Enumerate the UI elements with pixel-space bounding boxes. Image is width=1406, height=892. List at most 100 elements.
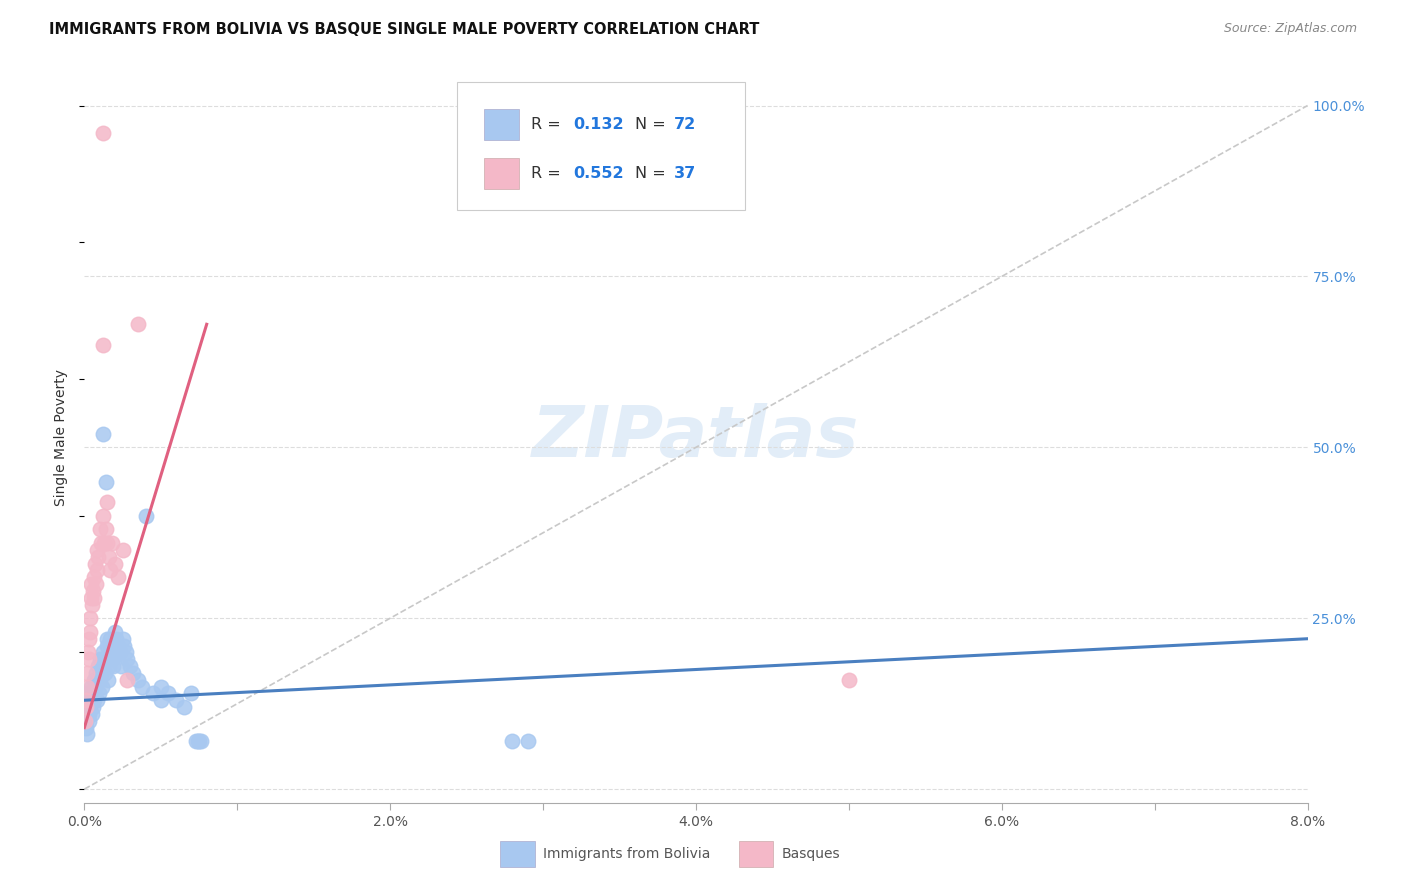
Text: R =: R = [531,166,565,181]
Point [89,652,111,666]
Point [97,659,120,673]
Point [77,706,100,721]
Point [80,577,103,591]
Point [135,508,157,523]
Point [91,508,114,523]
Point [127,673,149,687]
Point [75,721,97,735]
Point [120,659,142,673]
Point [115,673,138,687]
Point [142,686,165,700]
Point [122,665,145,680]
Point [96,495,118,509]
Point [80,686,103,700]
Point [82,583,104,598]
Point [93,126,115,140]
Point [83,570,105,584]
Point [90,536,112,550]
Point [165,693,187,707]
FancyBboxPatch shape [457,82,745,211]
Point [75,693,97,707]
Point [93,652,115,666]
Point [90,665,112,680]
Point [82,700,104,714]
Point [86,693,108,707]
Point [80,598,103,612]
Point [101,659,124,673]
Point [75,714,97,728]
Text: 0.132: 0.132 [574,117,624,132]
Point [79,700,101,714]
Point [112,639,135,653]
Point [115,652,138,666]
Point [79,624,101,639]
Point [77,645,100,659]
Point [94,522,117,536]
Point [77,632,100,646]
Point [82,706,104,721]
Point [107,639,129,653]
Y-axis label: Single Male Poverty: Single Male Poverty [55,368,69,506]
Point [84,577,107,591]
Point [76,700,98,714]
Point [101,536,124,550]
Point [77,714,100,728]
Point [96,639,118,653]
Point [87,659,110,673]
Point [91,426,114,441]
Point [186,734,208,748]
Point [77,652,100,666]
Point [83,591,105,605]
FancyBboxPatch shape [484,159,519,189]
Text: 72: 72 [673,117,696,132]
Point [86,542,108,557]
Point [80,693,103,707]
Point [83,673,105,687]
Point [127,318,149,332]
Point [101,652,124,666]
Point [104,557,127,571]
Point [76,727,98,741]
FancyBboxPatch shape [484,110,519,140]
Point [184,734,207,748]
Text: R =: R = [531,117,565,132]
FancyBboxPatch shape [501,841,534,867]
Point [100,639,122,653]
FancyBboxPatch shape [738,841,773,867]
Point [86,673,108,687]
Text: Basques: Basques [782,847,841,861]
Point [105,632,128,646]
Point [89,522,111,536]
Point [190,734,212,748]
Point [84,557,107,571]
Point [180,686,202,700]
Point [94,665,117,680]
Point [108,645,131,659]
Point [516,734,538,748]
Point [114,645,136,659]
Point [93,645,115,659]
Point [97,549,120,564]
Point [96,632,118,646]
Point [149,680,172,694]
Text: Source: ZipAtlas.com: Source: ZipAtlas.com [1223,22,1357,36]
Point [76,665,98,680]
Point [157,686,180,700]
Point [87,549,110,564]
Point [77,686,100,700]
Point [75,700,97,714]
Point [86,563,108,577]
Point [173,700,195,714]
Point [79,693,101,707]
Point [84,680,107,694]
Point [98,645,121,659]
Point [838,673,860,687]
Point [96,536,118,550]
Point [84,665,107,680]
Text: 37: 37 [673,166,696,181]
Point [75,714,97,728]
Point [104,624,127,639]
Point [93,536,115,550]
Text: IMMIGRANTS FROM BOLIVIA VS BASQUE SINGLE MALE POVERTY CORRELATION CHART: IMMIGRANTS FROM BOLIVIA VS BASQUE SINGLE… [49,22,759,37]
Point [94,475,117,489]
